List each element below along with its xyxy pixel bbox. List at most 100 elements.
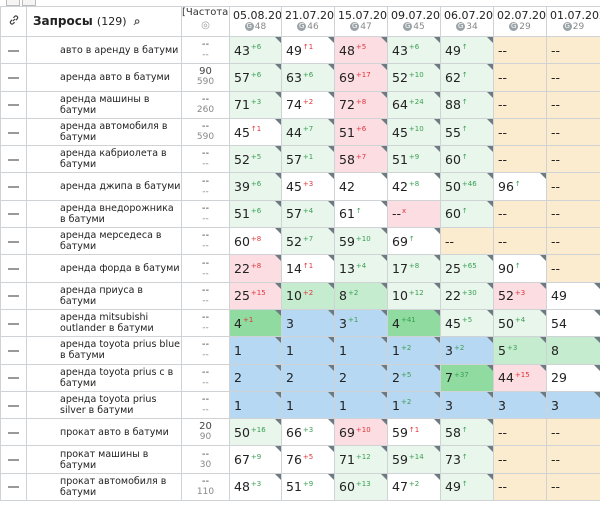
position-cell[interactable]: -- <box>493 227 547 256</box>
position-cell[interactable]: 4+1 <box>229 308 282 338</box>
position-cell[interactable]: 1 <box>281 390 335 420</box>
position-cell[interactable]: 13+4 <box>334 254 388 283</box>
position-cell[interactable]: -- <box>546 199 600 229</box>
position-cell[interactable]: 25+15 <box>229 281 282 310</box>
position-cell[interactable]: 45+5 <box>440 308 494 338</box>
position-cell[interactable]: 57+4 <box>281 199 335 229</box>
position-cell[interactable]: 52+7 <box>281 227 335 256</box>
query-text[interactable]: аренда приуса в батуми <box>26 281 182 310</box>
position-cell[interactable]: 5+3 <box>493 336 547 365</box>
position-cell[interactable]: 44+15 <box>493 363 547 392</box>
position-cell[interactable]: 22+8 <box>229 254 282 283</box>
position-cell[interactable]: 1+2 <box>387 336 441 365</box>
position-cell[interactable]: -- <box>493 117 547 147</box>
position-cell[interactable]: 69↑ <box>387 227 441 256</box>
position-cell[interactable]: 74+2 <box>281 90 335 119</box>
toolbar-tab[interactable] <box>6 0 20 6</box>
position-cell[interactable]: 7+37 <box>440 363 494 392</box>
row-handle[interactable] <box>0 390 27 420</box>
position-cell[interactable]: -- <box>493 445 547 474</box>
position-cell[interactable]: 1 <box>229 336 282 365</box>
row-handle[interactable] <box>0 172 27 201</box>
position-cell[interactable]: 51+6 <box>229 199 282 229</box>
position-cell[interactable]: -- <box>546 472 600 502</box>
position-cell[interactable]: 2 <box>281 363 335 392</box>
position-cell[interactable]: 60↑ <box>440 145 494 174</box>
position-cell[interactable]: 63+6 <box>281 63 335 92</box>
position-cell[interactable]: -- <box>546 172 600 201</box>
date-column-header[interactable]: 21.07.2024G46 <box>281 6 335 37</box>
query-text[interactable]: прокат автомобиля в батуми <box>26 472 182 502</box>
position-cell[interactable]: 8+2 <box>334 281 388 310</box>
row-handle[interactable] <box>0 472 27 502</box>
position-cell[interactable]: 17+8 <box>387 254 441 283</box>
query-text[interactable]: прокат машины в батуми <box>26 445 182 474</box>
position-cell[interactable]: -- <box>546 90 600 119</box>
date-column-header[interactable]: 06.07.2024G34 <box>440 6 494 37</box>
position-cell[interactable]: 47+2 <box>387 472 441 502</box>
position-cell[interactable]: 1 <box>229 390 282 420</box>
row-handle[interactable] <box>0 254 27 283</box>
position-cell[interactable]: 25+65 <box>440 254 494 283</box>
query-text[interactable]: аренда toyota prius blue в батуми <box>26 336 182 365</box>
date-column-header[interactable]: 05.08.2024G48 <box>229 6 282 37</box>
position-cell[interactable]: 4+41 <box>387 308 441 338</box>
position-cell[interactable]: -- <box>546 35 600 65</box>
position-cell[interactable]: 3+1 <box>334 308 388 338</box>
queries-column-header[interactable]: Запросы (129) ⌕ <box>26 6 182 37</box>
position-cell[interactable]: 22+30 <box>440 281 494 310</box>
position-cell[interactable]: 43+6 <box>387 35 441 65</box>
frequency-column-header[interactable]: [Частота] ◎ <box>181 6 230 37</box>
query-text[interactable]: аренда toyota prius с в батуми <box>26 363 182 392</box>
position-cell[interactable]: 3 <box>546 390 600 420</box>
position-cell[interactable]: 59+10 <box>334 227 388 256</box>
position-cell[interactable]: 1 <box>334 336 388 365</box>
row-handle[interactable] <box>0 336 27 365</box>
position-cell[interactable]: -- <box>493 199 547 229</box>
position-cell[interactable]: 62↑ <box>440 63 494 92</box>
position-cell[interactable]: 69+17 <box>334 63 388 92</box>
position-cell[interactable]: -- <box>546 254 600 283</box>
row-handle[interactable] <box>0 308 27 338</box>
position-cell[interactable]: -- <box>493 145 547 174</box>
position-cell[interactable]: 73↑ <box>440 445 494 474</box>
position-cell[interactable]: 66+3 <box>281 418 335 447</box>
row-handle[interactable] <box>0 117 27 147</box>
position-cell[interactable]: 39+6 <box>229 172 282 201</box>
position-cell[interactable]: 61↑ <box>334 199 388 229</box>
row-handle[interactable] <box>0 145 27 174</box>
position-cell[interactable]: 2 <box>229 363 282 392</box>
position-cell[interactable]: -- <box>493 35 547 65</box>
position-cell[interactable]: 64+24 <box>387 90 441 119</box>
position-cell[interactable]: 52+10 <box>387 63 441 92</box>
toolbar-tab[interactable] <box>22 0 36 6</box>
link-column-header[interactable] <box>0 6 27 37</box>
position-cell[interactable]: 51+6 <box>334 117 388 147</box>
date-column-header[interactable]: 09.07.2024G45 <box>387 6 441 37</box>
position-cell[interactable]: 14↑1 <box>281 254 335 283</box>
position-cell[interactable]: 60+13 <box>334 472 388 502</box>
position-cell[interactable]: 3 <box>493 390 547 420</box>
position-cell[interactable]: 48+5 <box>334 35 388 65</box>
position-cell[interactable]: 3 <box>440 390 494 420</box>
position-cell[interactable]: 71+3 <box>229 90 282 119</box>
position-cell[interactable]: 51+9 <box>387 145 441 174</box>
row-handle[interactable] <box>0 35 27 65</box>
position-cell[interactable]: 45+10 <box>387 117 441 147</box>
position-cell[interactable]: -- <box>493 90 547 119</box>
position-cell[interactable]: 10+2 <box>281 281 335 310</box>
position-cell[interactable]: 58+7 <box>334 145 388 174</box>
position-cell[interactable]: 2 <box>334 363 388 392</box>
position-cell[interactable]: 72+8 <box>334 90 388 119</box>
position-cell[interactable]: 60↑ <box>440 199 494 229</box>
row-handle[interactable] <box>0 90 27 119</box>
position-cell[interactable]: 10+12 <box>387 281 441 310</box>
position-cell[interactable]: -- <box>546 418 600 447</box>
query-text[interactable]: аренда мерседеса в батуми <box>26 227 182 256</box>
position-cell[interactable]: 49↑ <box>440 472 494 502</box>
row-handle[interactable] <box>0 445 27 474</box>
position-cell[interactable]: 54 <box>546 308 600 338</box>
date-column-header[interactable]: 01.07.2024G29 <box>546 6 600 37</box>
position-cell[interactable]: -- <box>493 418 547 447</box>
query-text[interactable]: аренда джипа в батуми <box>26 172 182 201</box>
